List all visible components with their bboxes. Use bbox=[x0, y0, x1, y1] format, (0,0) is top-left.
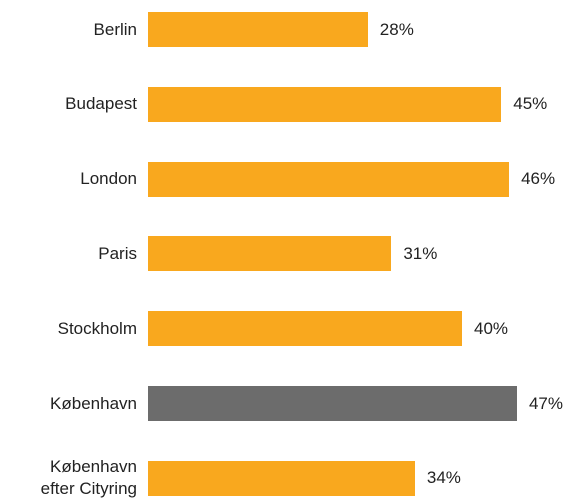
value-label: 34% bbox=[426, 468, 461, 488]
category-label: London bbox=[80, 169, 137, 189]
value-label: 40% bbox=[474, 318, 509, 338]
category-label: Berlin bbox=[93, 19, 137, 39]
value-label: 46% bbox=[521, 169, 556, 189]
value-label: 47% bbox=[528, 393, 563, 413]
category-label: København bbox=[50, 393, 137, 413]
bar bbox=[148, 86, 502, 122]
category-label: Paris bbox=[98, 243, 137, 263]
bar bbox=[148, 161, 510, 197]
category-label: København efter Cityring bbox=[40, 457, 137, 499]
value-label: 28% bbox=[379, 19, 414, 39]
category-label: Budapest bbox=[65, 94, 137, 114]
bar bbox=[148, 311, 462, 347]
bar bbox=[148, 386, 517, 421]
value-label: 45% bbox=[513, 94, 548, 114]
value-label: 31% bbox=[403, 243, 438, 263]
category-label: Stockholm bbox=[57, 318, 137, 338]
bar bbox=[148, 460, 415, 496]
bar bbox=[148, 12, 368, 47]
bar bbox=[148, 236, 392, 272]
